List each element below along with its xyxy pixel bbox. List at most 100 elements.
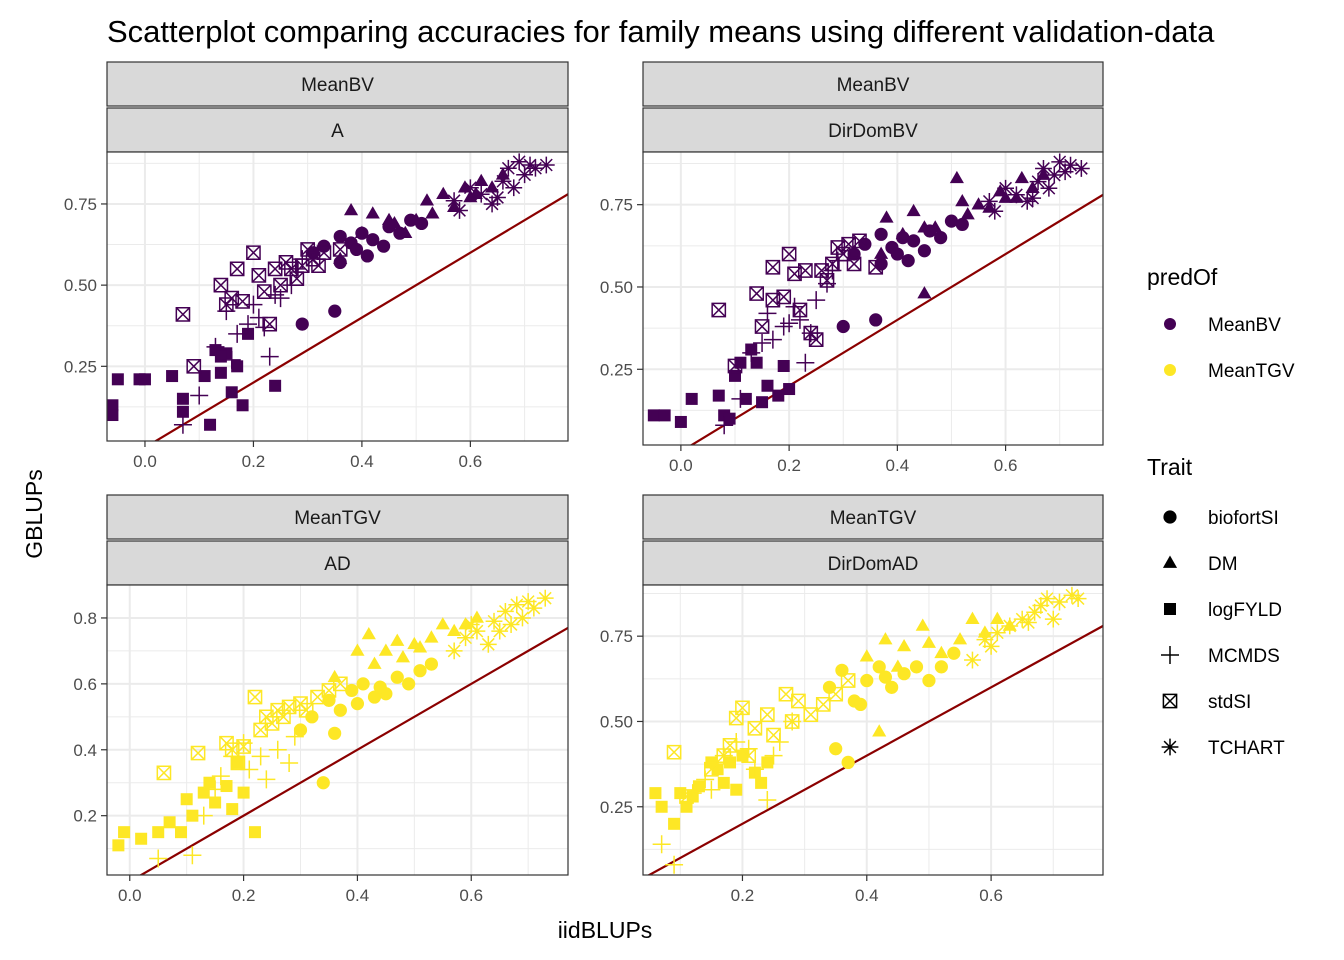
reference-line	[153, 192, 568, 441]
facet-strip-label: DirDomAD	[828, 554, 919, 575]
data-point-biofortsi	[944, 214, 959, 228]
data-point-logfyld	[176, 392, 189, 405]
data-point-dm	[859, 649, 874, 662]
data-point-stdsi	[766, 727, 781, 743]
data-point-tchart	[461, 179, 479, 197]
data-point-biofortsi	[360, 249, 374, 263]
data-point-stdsi	[815, 697, 831, 712]
data-point-stdsi	[156, 765, 172, 781]
data-point-stdsi	[264, 716, 280, 731]
data-point-logfyld	[761, 379, 774, 392]
facet-strip-label: MeanBV	[837, 75, 910, 96]
data-point-stdsi	[300, 242, 316, 257]
data-point-dm	[949, 170, 964, 184]
x-tick-label: 0.2	[777, 456, 801, 475]
data-point-dm	[354, 225, 369, 239]
data-point-tchart	[980, 192, 998, 210]
data-point-biofortsi	[869, 313, 883, 327]
legend-key-logfyld	[1164, 603, 1176, 615]
data-point-biofortsi	[328, 304, 342, 318]
facet-panel-ad: MeanTGV AD 0.0 0.2 0.4 0.6 0.2 0.4 0.6 0.8	[73, 494, 569, 905]
data-point-stdsi	[224, 290, 240, 306]
data-point-logfyld	[649, 787, 662, 800]
series-stdsi	[175, 242, 348, 374]
data-point-mcmds	[206, 780, 225, 799]
data-point-tchart	[472, 185, 490, 203]
data-point-dm	[419, 193, 435, 206]
legend-label-tchart: TCHART	[1208, 738, 1285, 759]
x-tick-label: 0.6	[979, 886, 1003, 905]
data-point-biofortsi	[909, 660, 924, 674]
data-point-logfyld	[198, 370, 211, 383]
series-logfyld	[647, 343, 796, 428]
y-tick-label: 0.6	[73, 675, 97, 694]
data-point-stdsi	[316, 245, 332, 261]
data-point-dm	[409, 212, 424, 226]
data-point-stdsi	[251, 268, 267, 283]
data-point-dm	[343, 203, 359, 216]
data-point-tchart	[462, 616, 480, 633]
series-tchart	[445, 153, 555, 219]
data-point-logfyld	[231, 360, 244, 373]
data-point-biofortsi	[872, 660, 886, 674]
x-tick-label: 0.0	[133, 452, 157, 471]
data-point-logfyld	[163, 816, 176, 829]
data-point-logfyld	[755, 776, 768, 789]
x-tick-label: 0.2	[242, 452, 266, 471]
data-point-logfyld	[138, 373, 151, 386]
data-point-biofortsi	[316, 776, 330, 790]
data-point-stdsi	[828, 686, 844, 702]
facet-strip-label: A	[331, 121, 344, 142]
legend-title-trait: Trait	[1147, 454, 1193, 480]
y-tick-label: 0.75	[600, 196, 633, 215]
data-point-logfyld	[712, 389, 725, 402]
data-point-biofortsi	[906, 234, 921, 248]
data-point-tchart	[516, 166, 534, 184]
data-point-tchart	[982, 638, 1000, 655]
data-point-tchart	[1008, 186, 1025, 204]
data-point-biofortsi	[922, 673, 936, 688]
data-point-dm	[387, 215, 402, 229]
data-point-logfyld	[180, 793, 193, 806]
data-point-mcmds	[268, 740, 287, 759]
data-point-logfyld	[647, 409, 660, 422]
data-point-dm	[390, 633, 405, 646]
data-point-dm	[890, 659, 905, 672]
data-point-dm	[917, 220, 932, 233]
data-point-mcmds	[742, 343, 761, 362]
data-point-tchart	[1035, 160, 1052, 177]
data-point-stdsi	[868, 259, 884, 275]
data-point-logfyld	[750, 356, 763, 369]
facet-strip-bottom	[106, 540, 569, 586]
data-point-stdsi	[256, 284, 272, 299]
data-point-logfyld	[112, 839, 125, 852]
data-point-logfyld	[236, 399, 249, 412]
y-tick-label: 0.75	[600, 627, 633, 646]
grid-lines	[107, 584, 568, 875]
legend-label-meanbv: MeanBV	[1208, 315, 1281, 336]
data-point-stdsi	[332, 676, 348, 692]
facet-panel-dirdomad: MeanTGV DirDomAD 0.2 0.4 0.6 0.25 0.50 0.75	[600, 494, 1104, 905]
data-point-dm	[469, 610, 485, 623]
data-point-stdsi	[727, 358, 743, 374]
data-point-tchart	[521, 156, 539, 174]
chart-title: Scatterplot comparing accuracies for fam…	[107, 14, 1215, 49]
data-point-mcmds	[665, 855, 684, 874]
data-point-mcmds	[183, 846, 202, 865]
data-point-biofortsi	[917, 244, 932, 258]
data-point-stdsi	[808, 332, 824, 348]
data-point-tchart	[988, 624, 1006, 642]
data-point-stdsi	[229, 261, 245, 277]
data-point-biofortsi	[829, 742, 843, 756]
data-point-tchart	[499, 159, 517, 177]
data-point-dm	[915, 618, 930, 631]
panel-background	[643, 585, 1103, 875]
x-tick-label: 0.4	[886, 456, 910, 475]
data-point-mcmds	[257, 770, 276, 789]
data-point-biofortsi	[874, 227, 888, 241]
data-point-tchart	[508, 596, 526, 614]
data-point-dm	[952, 632, 968, 645]
data-point-tchart	[1072, 160, 1090, 177]
data-point-logfyld	[220, 780, 233, 793]
data-point-dm	[928, 220, 943, 233]
